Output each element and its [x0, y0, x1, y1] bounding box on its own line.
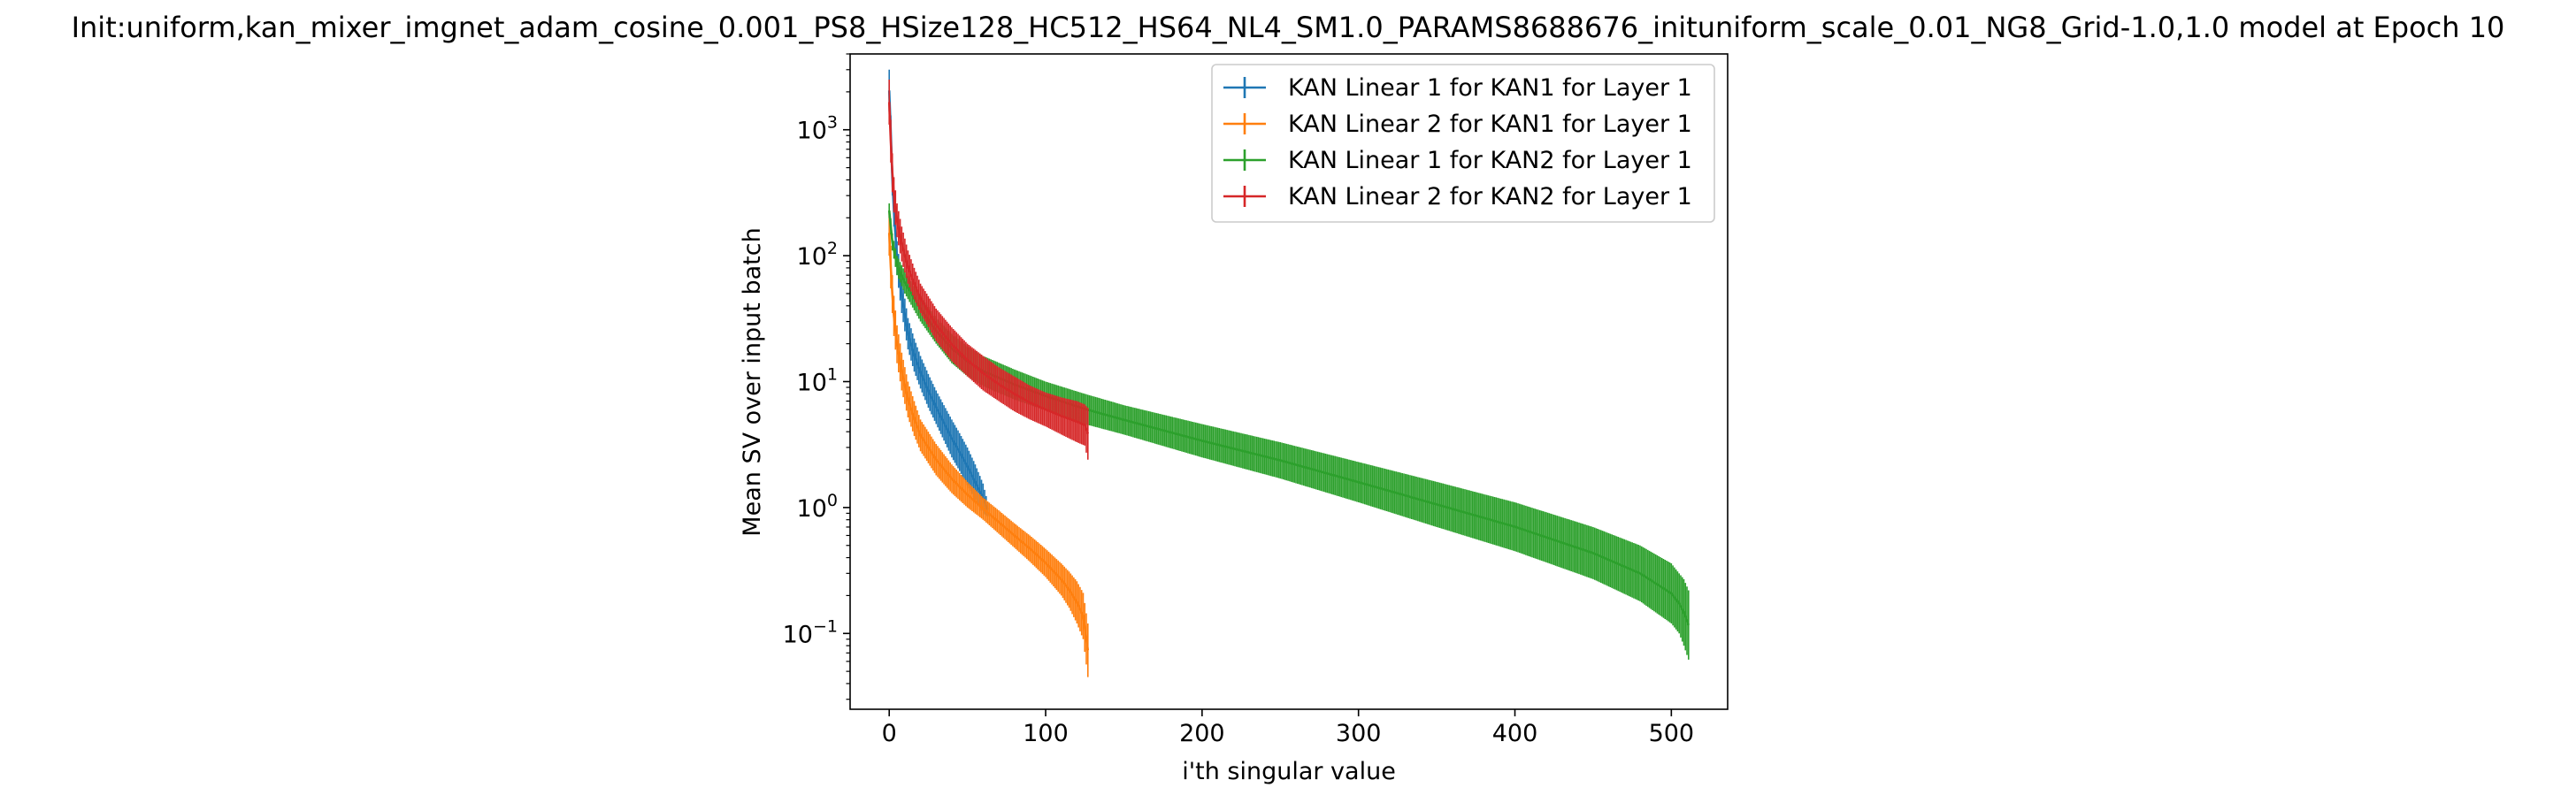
x-tick-label: 300 — [1336, 720, 1382, 747]
plot-area — [887, 69, 1690, 677]
y-tick-label: 10−1 — [783, 616, 838, 648]
x-tick-label: 400 — [1492, 720, 1538, 747]
series-4-line — [887, 102, 1090, 434]
legend-frame — [1211, 64, 1715, 223]
series-1-line — [887, 90, 989, 510]
y-tick-label: 100 — [797, 491, 838, 523]
y-axis-label: Mean SV over input batch — [739, 227, 766, 536]
legend-entry-label: KAN Linear 2 for KAN1 for Layer 1 — [1288, 111, 1692, 138]
y-tick-label: 101 — [797, 365, 838, 397]
x-tick-label: 0 — [882, 720, 897, 747]
series-2-line — [887, 233, 1090, 651]
legend: KAN Linear 1 for KAN1 for Layer 1 KAN Lin… — [1211, 64, 1715, 223]
series-4 — [887, 80, 1090, 460]
legend-entry-label: KAN Linear 2 for KAN2 for Layer 1 — [1288, 183, 1692, 210]
y-tick-label: 103 — [797, 113, 838, 145]
x-tick-label: 200 — [1179, 720, 1225, 747]
series-2 — [887, 210, 1090, 677]
x-tick-label: 100 — [1023, 720, 1069, 747]
y-axis: 10−1 100 101 102 103 — [783, 53, 850, 700]
x-axis: 0 100 200 300 400 500 — [882, 709, 1695, 747]
legend-entry-label: KAN Linear 1 for KAN1 for Layer 1 — [1288, 74, 1692, 102]
legend-entry-label: KAN Linear 1 for KAN2 for Layer 1 — [1288, 147, 1692, 174]
series-layer — [887, 69, 1690, 677]
x-axis-label: i'th singular value — [1182, 758, 1396, 785]
y-tick-label: 102 — [797, 239, 838, 271]
chart-title: Init:uniform,kan_mixer_imgnet_adam_cosin… — [72, 11, 2505, 44]
x-tick-label: 500 — [1649, 720, 1695, 747]
